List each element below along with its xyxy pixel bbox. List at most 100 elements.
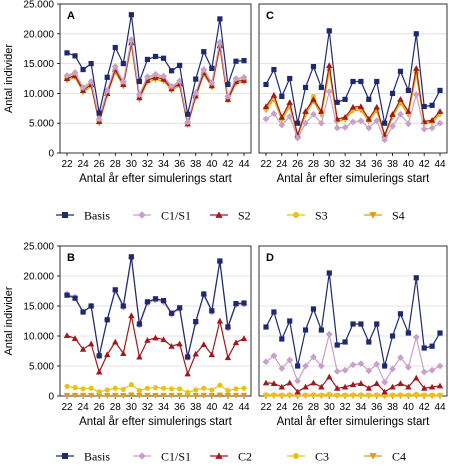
data-point-basis (120, 61, 126, 67)
data-point-s2 (428, 117, 436, 123)
data-point-c1-s1 (428, 366, 436, 374)
data-point-s2 (286, 99, 293, 105)
x-tick-label: 36 (174, 159, 186, 170)
data-point-c4 (63, 392, 71, 399)
x-tick-label: 40 (403, 402, 415, 413)
plot-frame (258, 3, 448, 154)
data-point-c4 (95, 393, 103, 399)
y-tick-label: 15.000 (23, 302, 54, 313)
data-point-basis (287, 318, 293, 324)
x-tick-label: 38 (387, 402, 399, 413)
panel-label: A (67, 10, 75, 22)
data-point-c2 (278, 383, 286, 390)
x-tick-label: 40 (206, 159, 218, 170)
data-point-c1-s1 (373, 117, 381, 125)
data-point-basis (120, 303, 126, 309)
x-tick-label: 44 (238, 159, 250, 170)
data-point-c3 (168, 386, 175, 392)
data-point-c2 (286, 379, 293, 386)
data-point-c1-s1 (71, 69, 79, 76)
data-point-basis (225, 324, 231, 330)
data-point-s2 (373, 103, 380, 110)
data-point-basis (397, 311, 404, 317)
x-tick-label: 38 (387, 159, 399, 170)
data-point-basis (350, 321, 356, 327)
data-point-c3 (112, 385, 118, 391)
x-tick-label: 44 (434, 159, 446, 170)
x-tick-label: 36 (371, 159, 383, 170)
data-point-c1-s1 (192, 89, 200, 97)
data-point-c1-s1 (317, 362, 325, 370)
y-tick-label: 20.000 (23, 29, 54, 40)
data-point-c1-s1 (270, 110, 278, 118)
data-point-basis (168, 310, 175, 316)
data-point-basis (271, 309, 277, 315)
data-point-basis (193, 76, 199, 82)
data-point-c4 (168, 392, 175, 399)
data-point-basis (382, 120, 388, 126)
data-point-basis (128, 12, 134, 18)
data-point-basis (96, 353, 102, 359)
data-point-basis (241, 58, 247, 64)
data-point-c3 (136, 388, 143, 394)
data-point-c2 (71, 335, 79, 341)
data-point-c1-s1 (103, 87, 111, 94)
data-point-basis (177, 305, 183, 311)
data-point-c1-s1 (412, 91, 420, 98)
data-point-basis (437, 87, 443, 94)
panel-b: 0 5.000 10.000 15.000 20.000 25.000 Antal indi… (3, 242, 252, 428)
data-point-basis (334, 99, 340, 105)
data-point-c4 (192, 392, 199, 399)
data-point-basis (152, 53, 159, 60)
legend-marker-c1-s1 (138, 452, 146, 460)
data-point-c3 (104, 387, 110, 393)
data-point-c2 (357, 380, 365, 386)
data-point-c3 (429, 392, 435, 398)
series-basis (64, 254, 247, 360)
data-point-basis (421, 103, 427, 110)
data-point-c2 (184, 370, 191, 377)
legend-top: Basis C1/S1 S2 S3 S4 (56, 209, 405, 223)
legend-marker-basis (62, 212, 68, 218)
data-point-c3 (405, 392, 411, 398)
data-point-c1-s1 (349, 118, 357, 126)
data-point-basis (429, 102, 435, 108)
data-point-c2 (349, 381, 357, 388)
data-point-basis (437, 330, 443, 336)
data-point-c2 (413, 374, 420, 381)
y-tick-label: 10.000 (23, 89, 54, 100)
y-axis-label: Antal individer (3, 44, 15, 113)
data-point-s2 (318, 108, 325, 114)
data-point-basis (225, 81, 231, 88)
data-point-c3 (342, 392, 348, 398)
data-point-basis (342, 96, 348, 102)
data-point-c3 (72, 385, 78, 391)
data-point-basis (429, 343, 435, 349)
data-point-basis (358, 78, 364, 85)
data-point-basis (271, 66, 277, 73)
data-point-c3 (201, 385, 207, 391)
y-tick-label: 0 (48, 149, 54, 160)
x-tick-label: 22 (61, 159, 73, 170)
data-point-basis (326, 28, 332, 34)
data-point-c1-s1 (232, 75, 240, 82)
data-point-basis (318, 327, 324, 333)
data-point-basis (342, 339, 348, 345)
data-point-s2 (349, 103, 357, 110)
data-point-c1-s1 (168, 82, 175, 90)
data-point-c1-s1 (152, 70, 159, 78)
x-axis-label: Antal år efter simulerings start (277, 416, 431, 428)
data-point-basis (334, 342, 340, 348)
data-point-c2 (224, 354, 232, 361)
data-point-basis (326, 270, 332, 276)
data-point-c4 (240, 392, 248, 399)
data-point-basis (295, 120, 301, 126)
y-tick-label: 15.000 (23, 59, 54, 70)
x-tick-label: 28 (110, 159, 122, 170)
data-point-c1-s1 (63, 72, 71, 79)
data-point-c1-s1 (325, 330, 333, 338)
plot-frame (59, 245, 252, 397)
panel-label: C (266, 10, 274, 22)
data-point-c3 (152, 385, 159, 391)
